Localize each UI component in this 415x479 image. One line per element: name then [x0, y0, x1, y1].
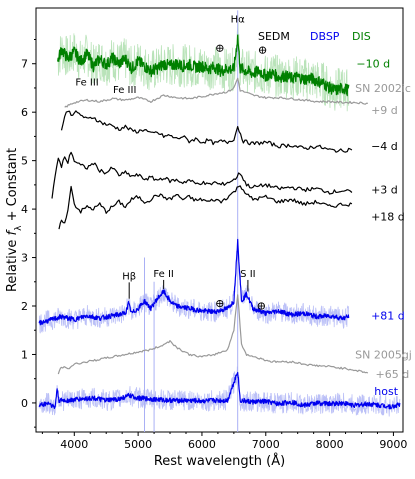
legend-entry: DBSP	[310, 30, 340, 43]
series-noise-band	[38, 366, 401, 417]
y-axis-title-f: f	[5, 228, 20, 235]
y-tick-label: 1	[21, 348, 28, 361]
y-axis-title-part: Relative	[5, 235, 20, 292]
y-tick-label: 4	[21, 203, 28, 216]
epoch-label: SN 2005gj	[355, 348, 412, 361]
series-layer	[38, 34, 401, 410]
legend-entry: DIS	[352, 30, 371, 43]
series-noise-band	[38, 237, 350, 334]
series-line	[64, 77, 368, 108]
epoch-label: +18 d	[371, 210, 405, 223]
epoch-label: −4 d	[371, 140, 398, 153]
series-line	[57, 34, 350, 97]
y-tick-label: 5	[21, 155, 28, 168]
x-axis-title: Rest wavelength (Å)	[154, 453, 285, 469]
y-tick-label: 6	[21, 106, 28, 119]
x-tick-label: 7000	[252, 438, 280, 451]
y-axis-title-lambda: λ	[14, 225, 24, 231]
plot-frame	[35, 7, 404, 433]
epoch-label: host	[374, 385, 398, 398]
series-line	[51, 151, 353, 199]
annotation-layer: Hα Fe III Fe III Hβ Fe II S II	[75, 15, 267, 310]
y-axis-title-part: + Constant	[5, 148, 20, 226]
x-tick-label: 6000	[188, 438, 216, 451]
series-line	[38, 371, 401, 410]
epoch-label: −10 d	[356, 58, 390, 71]
legend: SEDM DBSP DIS	[258, 30, 371, 43]
x-tick-label: 4000	[60, 438, 88, 451]
line-id-label: S II	[240, 269, 255, 280]
y-tick-label: 3	[21, 252, 28, 265]
legend-entry: SEDM	[258, 30, 290, 43]
y-tick-label: 0	[21, 397, 28, 410]
epoch-label: SN 2002ic	[355, 82, 411, 95]
epoch-label: +81 d	[371, 310, 405, 323]
line-id-label: Fe III	[113, 85, 136, 96]
epoch-label: +9 d	[371, 104, 398, 117]
x-tick-label: 9000	[379, 438, 407, 451]
line-id-label: Hβ	[122, 271, 136, 282]
series-line	[38, 238, 350, 326]
series-line	[57, 294, 369, 375]
x-axis: 4000 5000 6000 7000 8000 9000	[41, 432, 407, 451]
y-tick-label: 7	[21, 58, 28, 71]
y-tick-label: 2	[21, 300, 28, 313]
line-id-label: Fe II	[153, 269, 173, 280]
epoch-labels: −10 d SN 2002ic +9 d −4 d +3 d +18 d +81 d SN 2…	[355, 58, 412, 398]
x-tick-label: 8000	[316, 438, 344, 451]
series-line	[60, 110, 353, 153]
epoch-label: +65 d	[376, 368, 410, 381]
line-id-label: Fe III	[75, 78, 98, 89]
series-line	[58, 185, 353, 230]
epoch-label: +3 d	[371, 184, 398, 197]
x-tick-label: 5000	[124, 438, 152, 451]
y-axis-title: Relative fλ + Constant	[5, 148, 24, 292]
y-axis: 0 1 2 3 4 5 6 7	[21, 38, 36, 428]
line-id-label: Hα	[231, 15, 246, 26]
